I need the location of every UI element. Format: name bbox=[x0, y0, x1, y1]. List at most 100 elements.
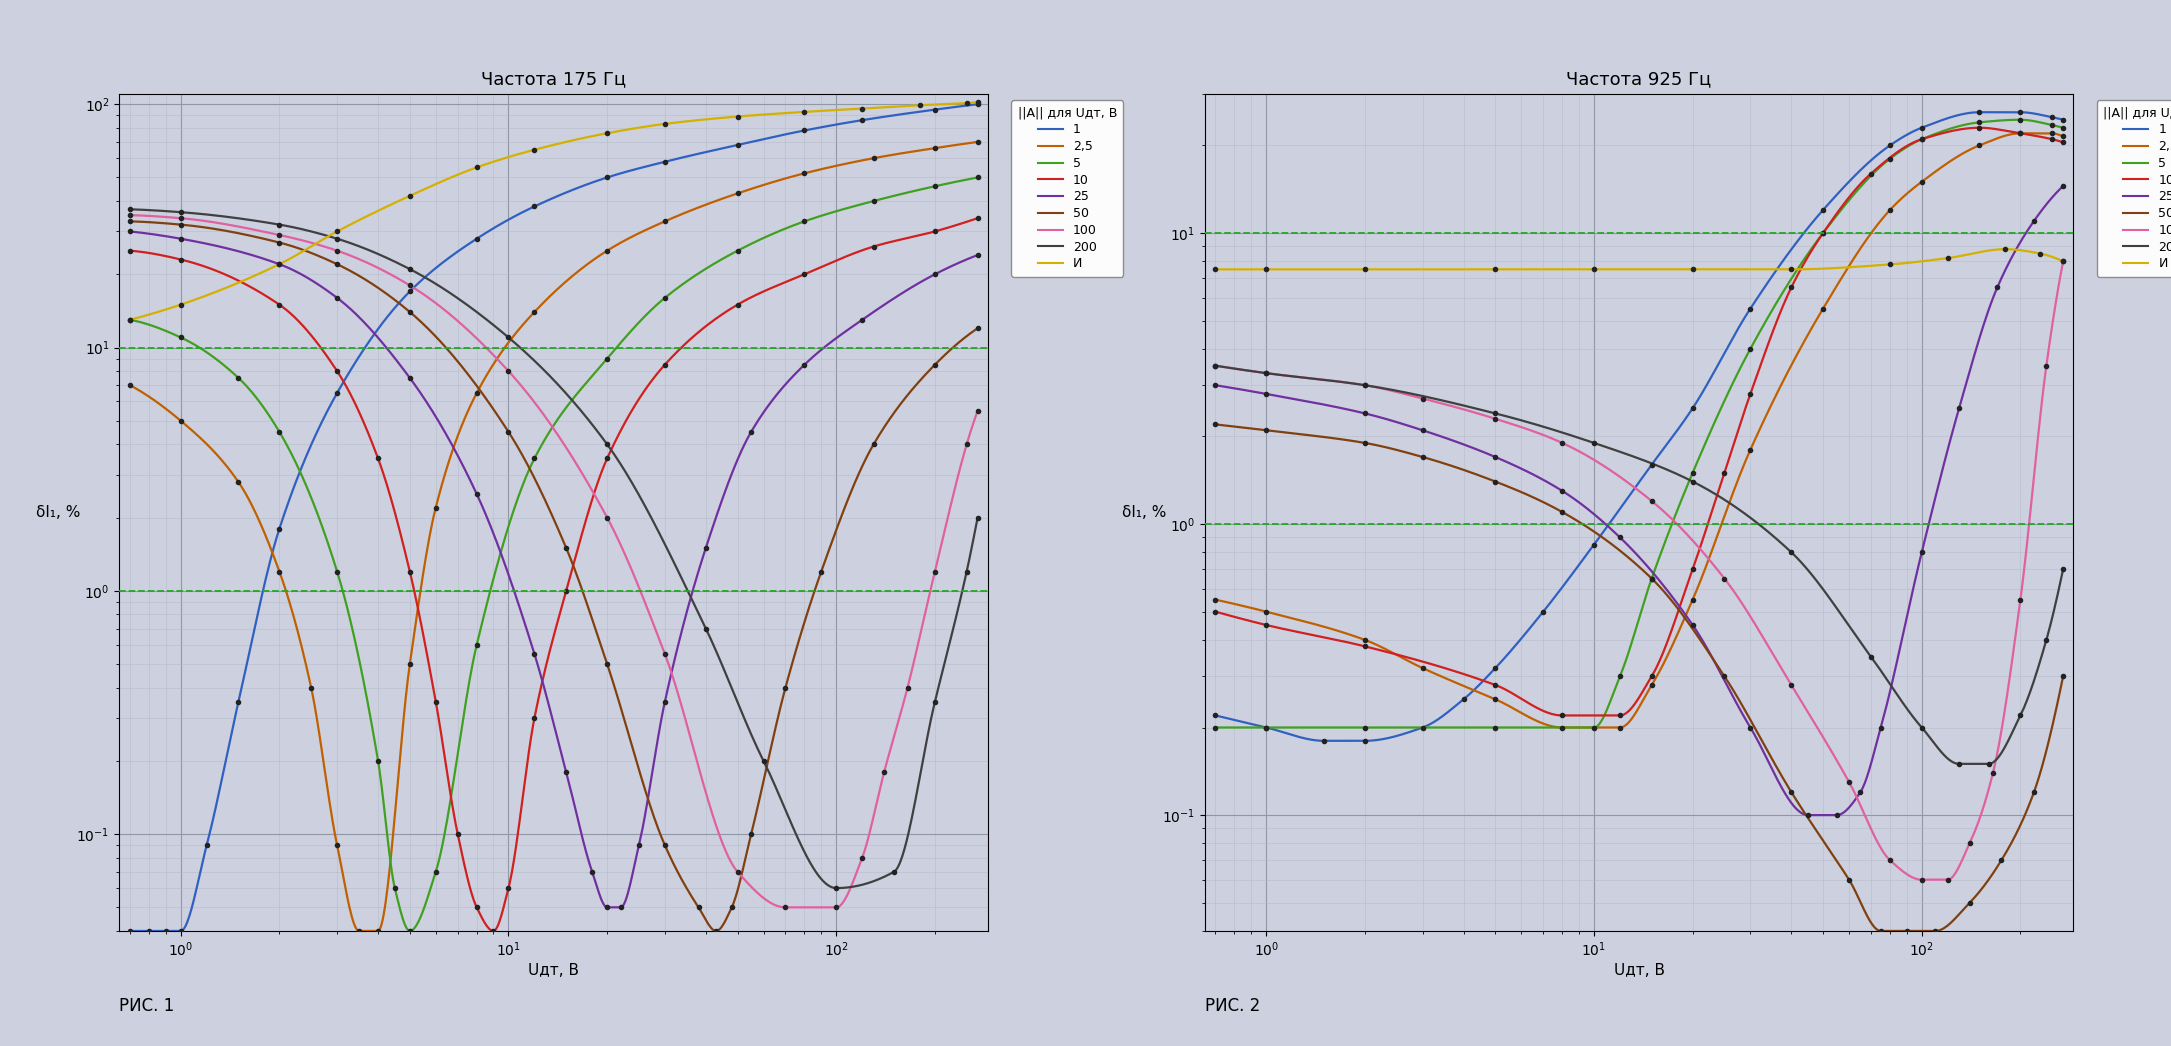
1 bbox=[632, 161, 658, 174]
25 bbox=[658, 668, 684, 681]
Line: 100: 100 bbox=[130, 215, 977, 907]
Line: 2,5: 2,5 bbox=[130, 142, 977, 931]
50 bbox=[2049, 670, 2075, 683]
25 bbox=[1696, 643, 1722, 656]
И bbox=[632, 120, 658, 133]
Line: 1: 1 bbox=[1216, 112, 2062, 741]
2,5 bbox=[1743, 430, 1769, 442]
Line: 200: 200 bbox=[1216, 366, 2062, 764]
10 bbox=[849, 245, 875, 257]
50 bbox=[703, 925, 729, 937]
100 bbox=[658, 662, 684, 675]
50 bbox=[1255, 424, 1281, 436]
10 bbox=[1743, 370, 1769, 383]
100 bbox=[610, 542, 636, 554]
Line: 200: 200 bbox=[130, 209, 977, 888]
2,5 bbox=[610, 235, 636, 248]
Line: И: И bbox=[1216, 249, 2062, 270]
50 bbox=[658, 850, 684, 863]
10 bbox=[1967, 121, 1993, 134]
5 bbox=[1203, 722, 1229, 734]
10 bbox=[1934, 126, 1960, 138]
2,5 bbox=[1845, 244, 1871, 256]
1 bbox=[847, 114, 873, 127]
И bbox=[1717, 264, 1743, 276]
2,5 bbox=[849, 155, 875, 167]
И bbox=[1993, 243, 2019, 255]
25 bbox=[964, 249, 990, 262]
200 bbox=[117, 203, 143, 215]
100 bbox=[760, 897, 786, 910]
И bbox=[1203, 264, 1229, 276]
200 bbox=[1255, 367, 1281, 380]
1 bbox=[1311, 734, 1337, 747]
Title: Частота 175 Гц: Частота 175 Гц bbox=[482, 70, 625, 89]
200 bbox=[964, 511, 990, 524]
1 bbox=[117, 925, 143, 937]
200 bbox=[658, 548, 684, 561]
Line: 50: 50 bbox=[1216, 425, 2062, 931]
5 bbox=[397, 925, 423, 937]
100 bbox=[1845, 795, 1871, 808]
25 bbox=[760, 392, 786, 405]
2,5 bbox=[2049, 130, 2075, 142]
2,5 bbox=[760, 176, 786, 188]
100 bbox=[1696, 551, 1722, 564]
1 bbox=[1934, 112, 1960, 124]
200 bbox=[1845, 633, 1871, 645]
25 bbox=[595, 901, 621, 913]
100 bbox=[632, 595, 658, 608]
И bbox=[760, 108, 786, 120]
10 bbox=[1203, 606, 1229, 618]
100 bbox=[1717, 579, 1743, 592]
1 bbox=[1203, 709, 1229, 722]
И bbox=[964, 96, 990, 109]
25 bbox=[632, 806, 658, 819]
200 bbox=[1932, 750, 1958, 763]
2,5 bbox=[1696, 552, 1722, 565]
200 bbox=[1945, 757, 1971, 770]
100 bbox=[1908, 873, 1934, 886]
5 bbox=[658, 287, 684, 299]
50 bbox=[117, 215, 143, 228]
5 bbox=[1932, 124, 1958, 137]
5 bbox=[169, 332, 195, 344]
50 bbox=[1696, 644, 1722, 657]
И bbox=[1932, 252, 1958, 265]
25 bbox=[849, 315, 875, 327]
Line: 10: 10 bbox=[1216, 128, 2062, 715]
2,5 bbox=[658, 212, 684, 225]
200 bbox=[849, 879, 875, 891]
25 bbox=[169, 232, 195, 245]
1 bbox=[760, 131, 786, 143]
И bbox=[1743, 264, 1769, 276]
2,5 bbox=[1717, 492, 1743, 504]
5 bbox=[1255, 722, 1281, 734]
Line: 25: 25 bbox=[1216, 186, 2062, 815]
100 bbox=[2049, 255, 2075, 268]
1 bbox=[1967, 106, 1993, 118]
25 bbox=[1845, 788, 1871, 800]
Text: РИС. 1: РИС. 1 bbox=[119, 997, 174, 1015]
5 bbox=[1717, 383, 1743, 395]
100 bbox=[1934, 873, 1960, 886]
25 bbox=[2049, 180, 2075, 192]
2,5 bbox=[169, 415, 195, 428]
2,5 bbox=[2008, 127, 2034, 139]
5 bbox=[2049, 121, 2075, 134]
Line: 50: 50 bbox=[130, 222, 977, 931]
5 bbox=[632, 310, 658, 322]
И bbox=[847, 103, 873, 115]
1 bbox=[964, 98, 990, 111]
5 bbox=[2008, 113, 2034, 126]
2,5 bbox=[964, 136, 990, 149]
50 bbox=[1869, 925, 1895, 937]
50 bbox=[632, 781, 658, 794]
2,5 bbox=[1934, 158, 1960, 170]
Line: 1: 1 bbox=[130, 105, 977, 931]
25 bbox=[117, 225, 143, 237]
200 bbox=[1696, 483, 1722, 496]
1 bbox=[1845, 165, 1871, 178]
5 bbox=[849, 198, 875, 210]
10 bbox=[964, 212, 990, 225]
